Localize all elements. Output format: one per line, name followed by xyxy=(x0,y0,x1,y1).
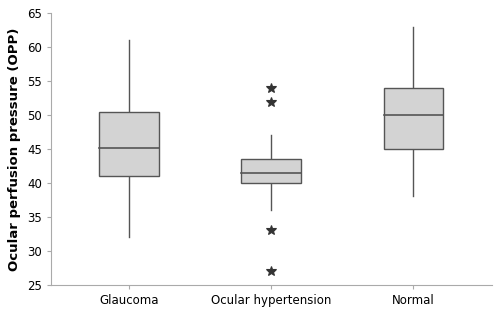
Bar xyxy=(242,159,301,183)
Bar xyxy=(384,88,444,149)
Bar xyxy=(99,112,159,176)
Y-axis label: Ocular perfusion pressure (OPP): Ocular perfusion pressure (OPP) xyxy=(8,27,22,271)
